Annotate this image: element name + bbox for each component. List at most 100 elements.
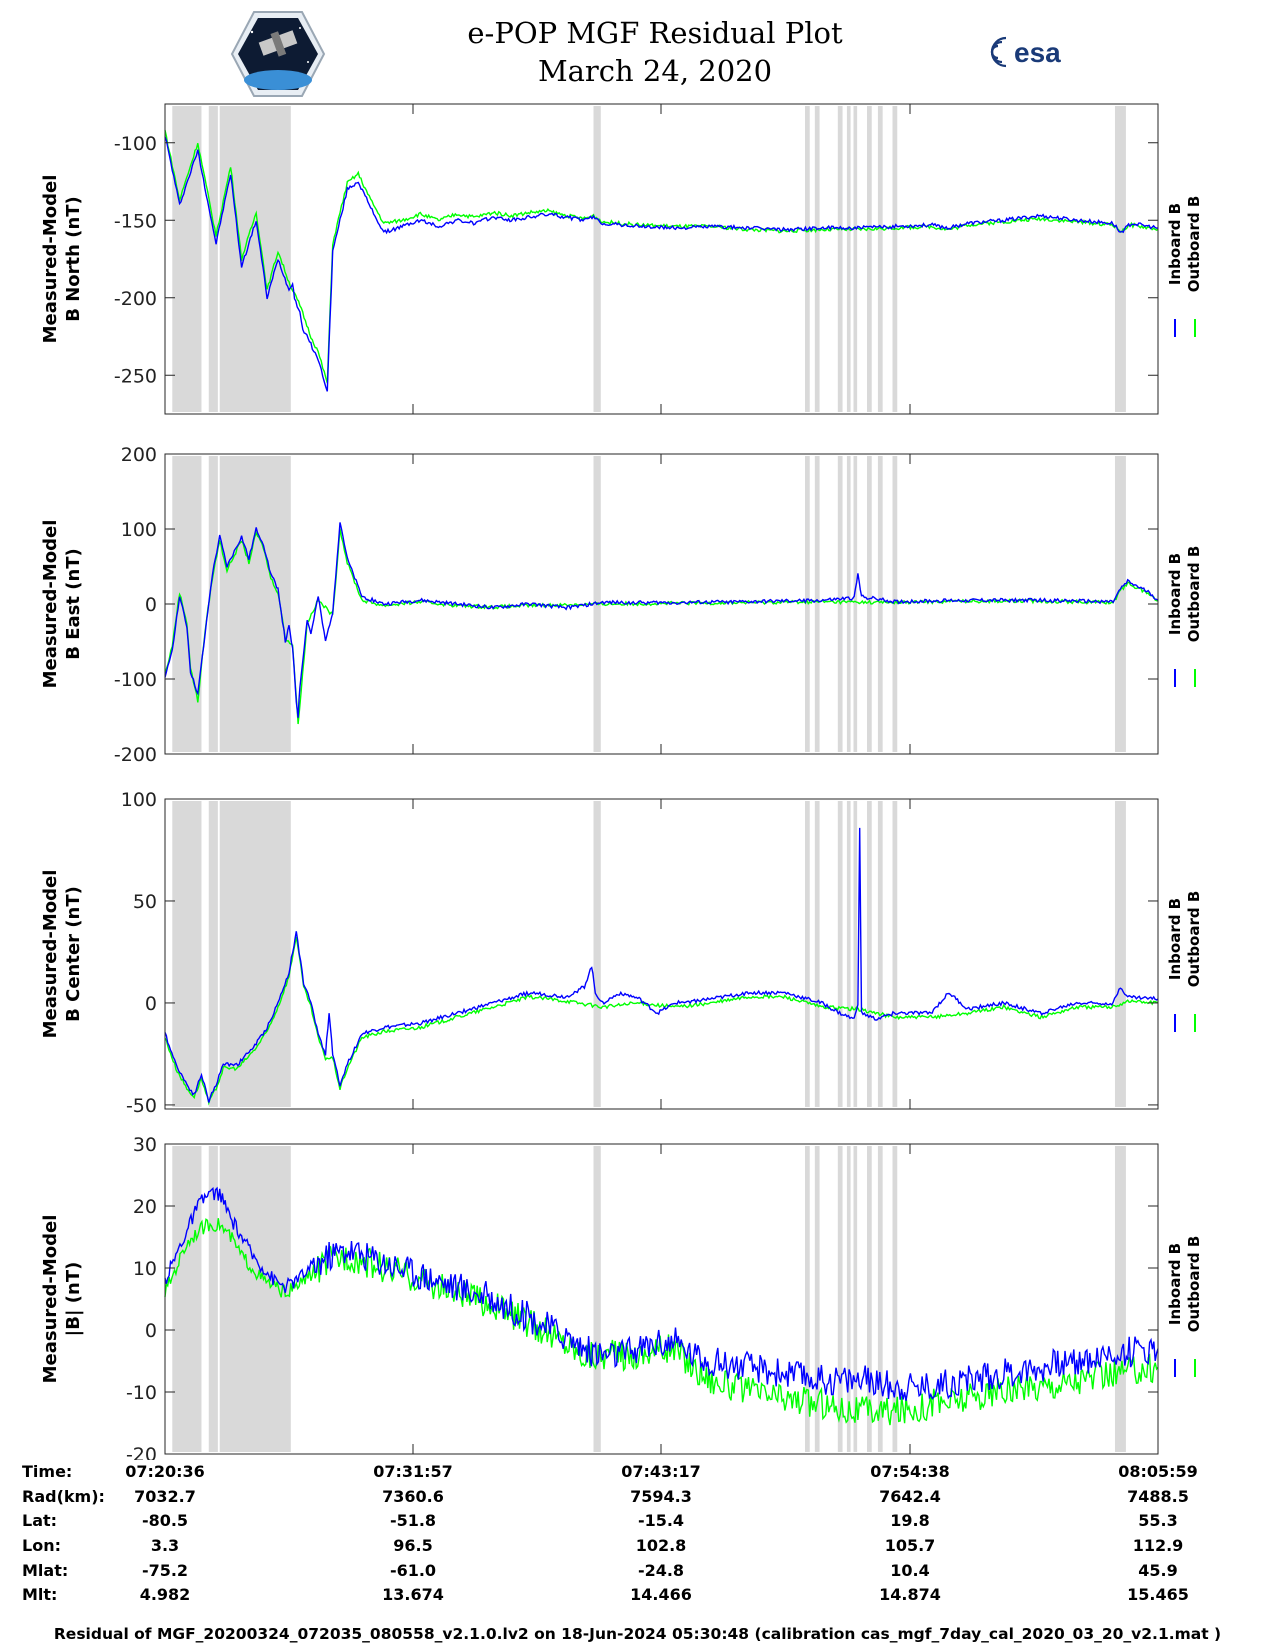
orbit-cell: -51.8 (389, 1511, 437, 1530)
orbit-cell: 4.982 (139, 1585, 191, 1604)
orbit-cell: 55.3 (1138, 1511, 1178, 1530)
orbit-cell: 07:43:17 (621, 1462, 701, 1481)
y-tick-label-2-1: 200 (121, 444, 157, 466)
shaded-interval-2-2 (208, 456, 218, 752)
y-tick-label-1-4: -250 (114, 365, 157, 387)
shaded-interval-2-10 (866, 456, 872, 752)
y-axis-label-line2-1: B North (nT) (63, 196, 84, 322)
legend-inboard-label-2: Inboard B (1166, 553, 1184, 635)
cassiope-logo (230, 11, 326, 97)
shaded-interval-2-11 (877, 456, 883, 752)
y-axis-label-line2-3: B Center (nT) (63, 886, 84, 1022)
footer-caption: Residual of MGF_20200324_072035_080558_v… (53, 1625, 1222, 1643)
orbit-row: Lon: 3.3 96.5 102.8 105.7 112.9 (0, 1536, 1275, 1560)
shaded-interval-2-8 (846, 456, 851, 752)
y-tick-label-4-1: 30 (133, 1134, 157, 1156)
orbit-cell: 102.8 (635, 1536, 687, 1555)
shaded-interval-3-13 (1114, 801, 1126, 1107)
shaded-interval-4-13 (1114, 1146, 1126, 1452)
y-axis-label-line1-3: Measured-Model (40, 870, 61, 1039)
series-line-outboard-2 (164, 528, 1159, 725)
plot-title: e-POP MGF Residual Plot (467, 16, 843, 50)
series-line-inboard-3 (164, 827, 1159, 1103)
shaded-interval-3-7 (837, 801, 843, 1107)
orbit-cell: 15.465 (1127, 1585, 1189, 1604)
y-axis-label-line2-2: B East (nT) (63, 548, 84, 660)
orbit-cell: -24.8 (637, 1561, 685, 1580)
shaded-interval-4-12 (892, 1146, 898, 1452)
legend-outboard-label-1: Outboard B (1185, 196, 1203, 293)
y-axis-label-line1-4: Measured-Model (40, 1215, 61, 1384)
y-tick-label-1-2: -150 (114, 210, 157, 232)
shaded-interval-1-4 (593, 106, 601, 412)
shaded-interval-2-3 (219, 456, 291, 752)
orbit-cell: 3.3 (150, 1536, 180, 1555)
orbit-cell: 96.5 (393, 1536, 433, 1555)
shaded-interval-2-5 (804, 456, 810, 752)
shaded-interval-1-12 (892, 106, 898, 412)
y-tick-label-2-2: 100 (121, 519, 157, 541)
series-line-inboard-1 (164, 136, 1159, 392)
orbit-cell: 7488.5 (1127, 1487, 1189, 1506)
orbit-cell: 7032.7 (134, 1487, 196, 1506)
orbit-cell: -15.4 (637, 1511, 685, 1530)
shaded-interval-1-8 (846, 106, 851, 412)
orbit-row: Mlat: -75.2 -61.0 -24.8 10.4 45.9 (0, 1561, 1275, 1585)
y-tick-label-4-3: 10 (133, 1258, 157, 1280)
shaded-interval-1-13 (1114, 106, 1126, 412)
shaded-interval-1-11 (877, 106, 883, 412)
y-axis-label-line1-2: Measured-Model (40, 520, 61, 689)
orbit-cell: 45.9 (1138, 1561, 1178, 1580)
shaded-interval-1-7 (837, 106, 843, 412)
y-tick-label-2-5: -200 (114, 744, 157, 766)
y-tick-label-3-1: 100 (121, 789, 157, 811)
orbit-cell: 19.8 (890, 1511, 930, 1530)
shaded-interval-2-6 (814, 456, 820, 752)
series-line-outboard-1 (164, 129, 1159, 384)
shaded-interval-4-6 (814, 1146, 820, 1452)
shaded-interval-1-9 (853, 106, 858, 412)
orbit-cell: 112.9 (1132, 1536, 1184, 1555)
orbit-info-table: Time: 07:20:36 07:31:57 07:43:17 07:54:38 08:… (0, 1462, 1275, 1622)
orbit-cell: 07:20:36 (125, 1462, 205, 1481)
orbit-row-label: Mlt: (22, 1585, 58, 1604)
shaded-interval-4-7 (837, 1146, 843, 1452)
y-tick-label-3-2: 50 (133, 891, 157, 913)
y-tick-label-4-4: 0 (145, 1320, 157, 1342)
shaded-interval-3-11 (877, 801, 883, 1107)
shaded-interval-2-9 (853, 456, 858, 752)
shaded-interval-2-1 (172, 456, 202, 752)
orbit-row: Lat: -80.5 -51.8 -15.4 19.8 55.3 (0, 1511, 1275, 1535)
legend-outboard-label-4: Outboard B (1185, 1236, 1203, 1333)
orbit-cell: 13.674 (382, 1585, 444, 1604)
shaded-interval-3-9 (853, 801, 858, 1107)
shaded-interval-4-5 (804, 1146, 810, 1452)
legend-outboard-label-3: Outboard B (1185, 891, 1203, 988)
legend-inboard-label-3: Inboard B (1166, 898, 1184, 980)
orbit-cell: 08:05:59 (1118, 1462, 1198, 1481)
orbit-row: Mlt: 4.982 13.674 14.466 14.874 15.465 (0, 1585, 1275, 1609)
y-tick-label-4-6: -20 (126, 1444, 157, 1460)
shaded-interval-1-10 (866, 106, 872, 412)
orbit-cell: 105.7 (884, 1536, 936, 1555)
shaded-interval-3-6 (814, 801, 820, 1107)
orbit-cell: 14.874 (879, 1585, 941, 1604)
series-line-outboard-4 (164, 1218, 1159, 1426)
shaded-interval-2-13 (1114, 456, 1126, 752)
y-axis-label-line2-4: |B| (nT) (63, 1262, 84, 1337)
axes-box-3 (164, 798, 1159, 1110)
orbit-cell: 07:31:57 (373, 1462, 453, 1481)
orbit-row-label: Lat: (22, 1511, 58, 1530)
plot-date: March 24, 2020 (537, 54, 773, 88)
orbit-cell: 14.466 (630, 1585, 692, 1604)
shaded-interval-1-5 (804, 106, 810, 412)
shaded-interval-3-12 (892, 801, 898, 1107)
y-tick-label-3-4: -50 (126, 1095, 157, 1117)
shaded-interval-1-3 (219, 106, 291, 412)
series-line-outboard-3 (164, 936, 1159, 1106)
shaded-interval-4-2 (208, 1146, 218, 1452)
orbit-cell: 7594.3 (630, 1487, 692, 1506)
shaded-interval-3-4 (593, 801, 601, 1107)
axes-box-1 (164, 103, 1159, 415)
esa-logo-text: esa (1014, 37, 1061, 68)
